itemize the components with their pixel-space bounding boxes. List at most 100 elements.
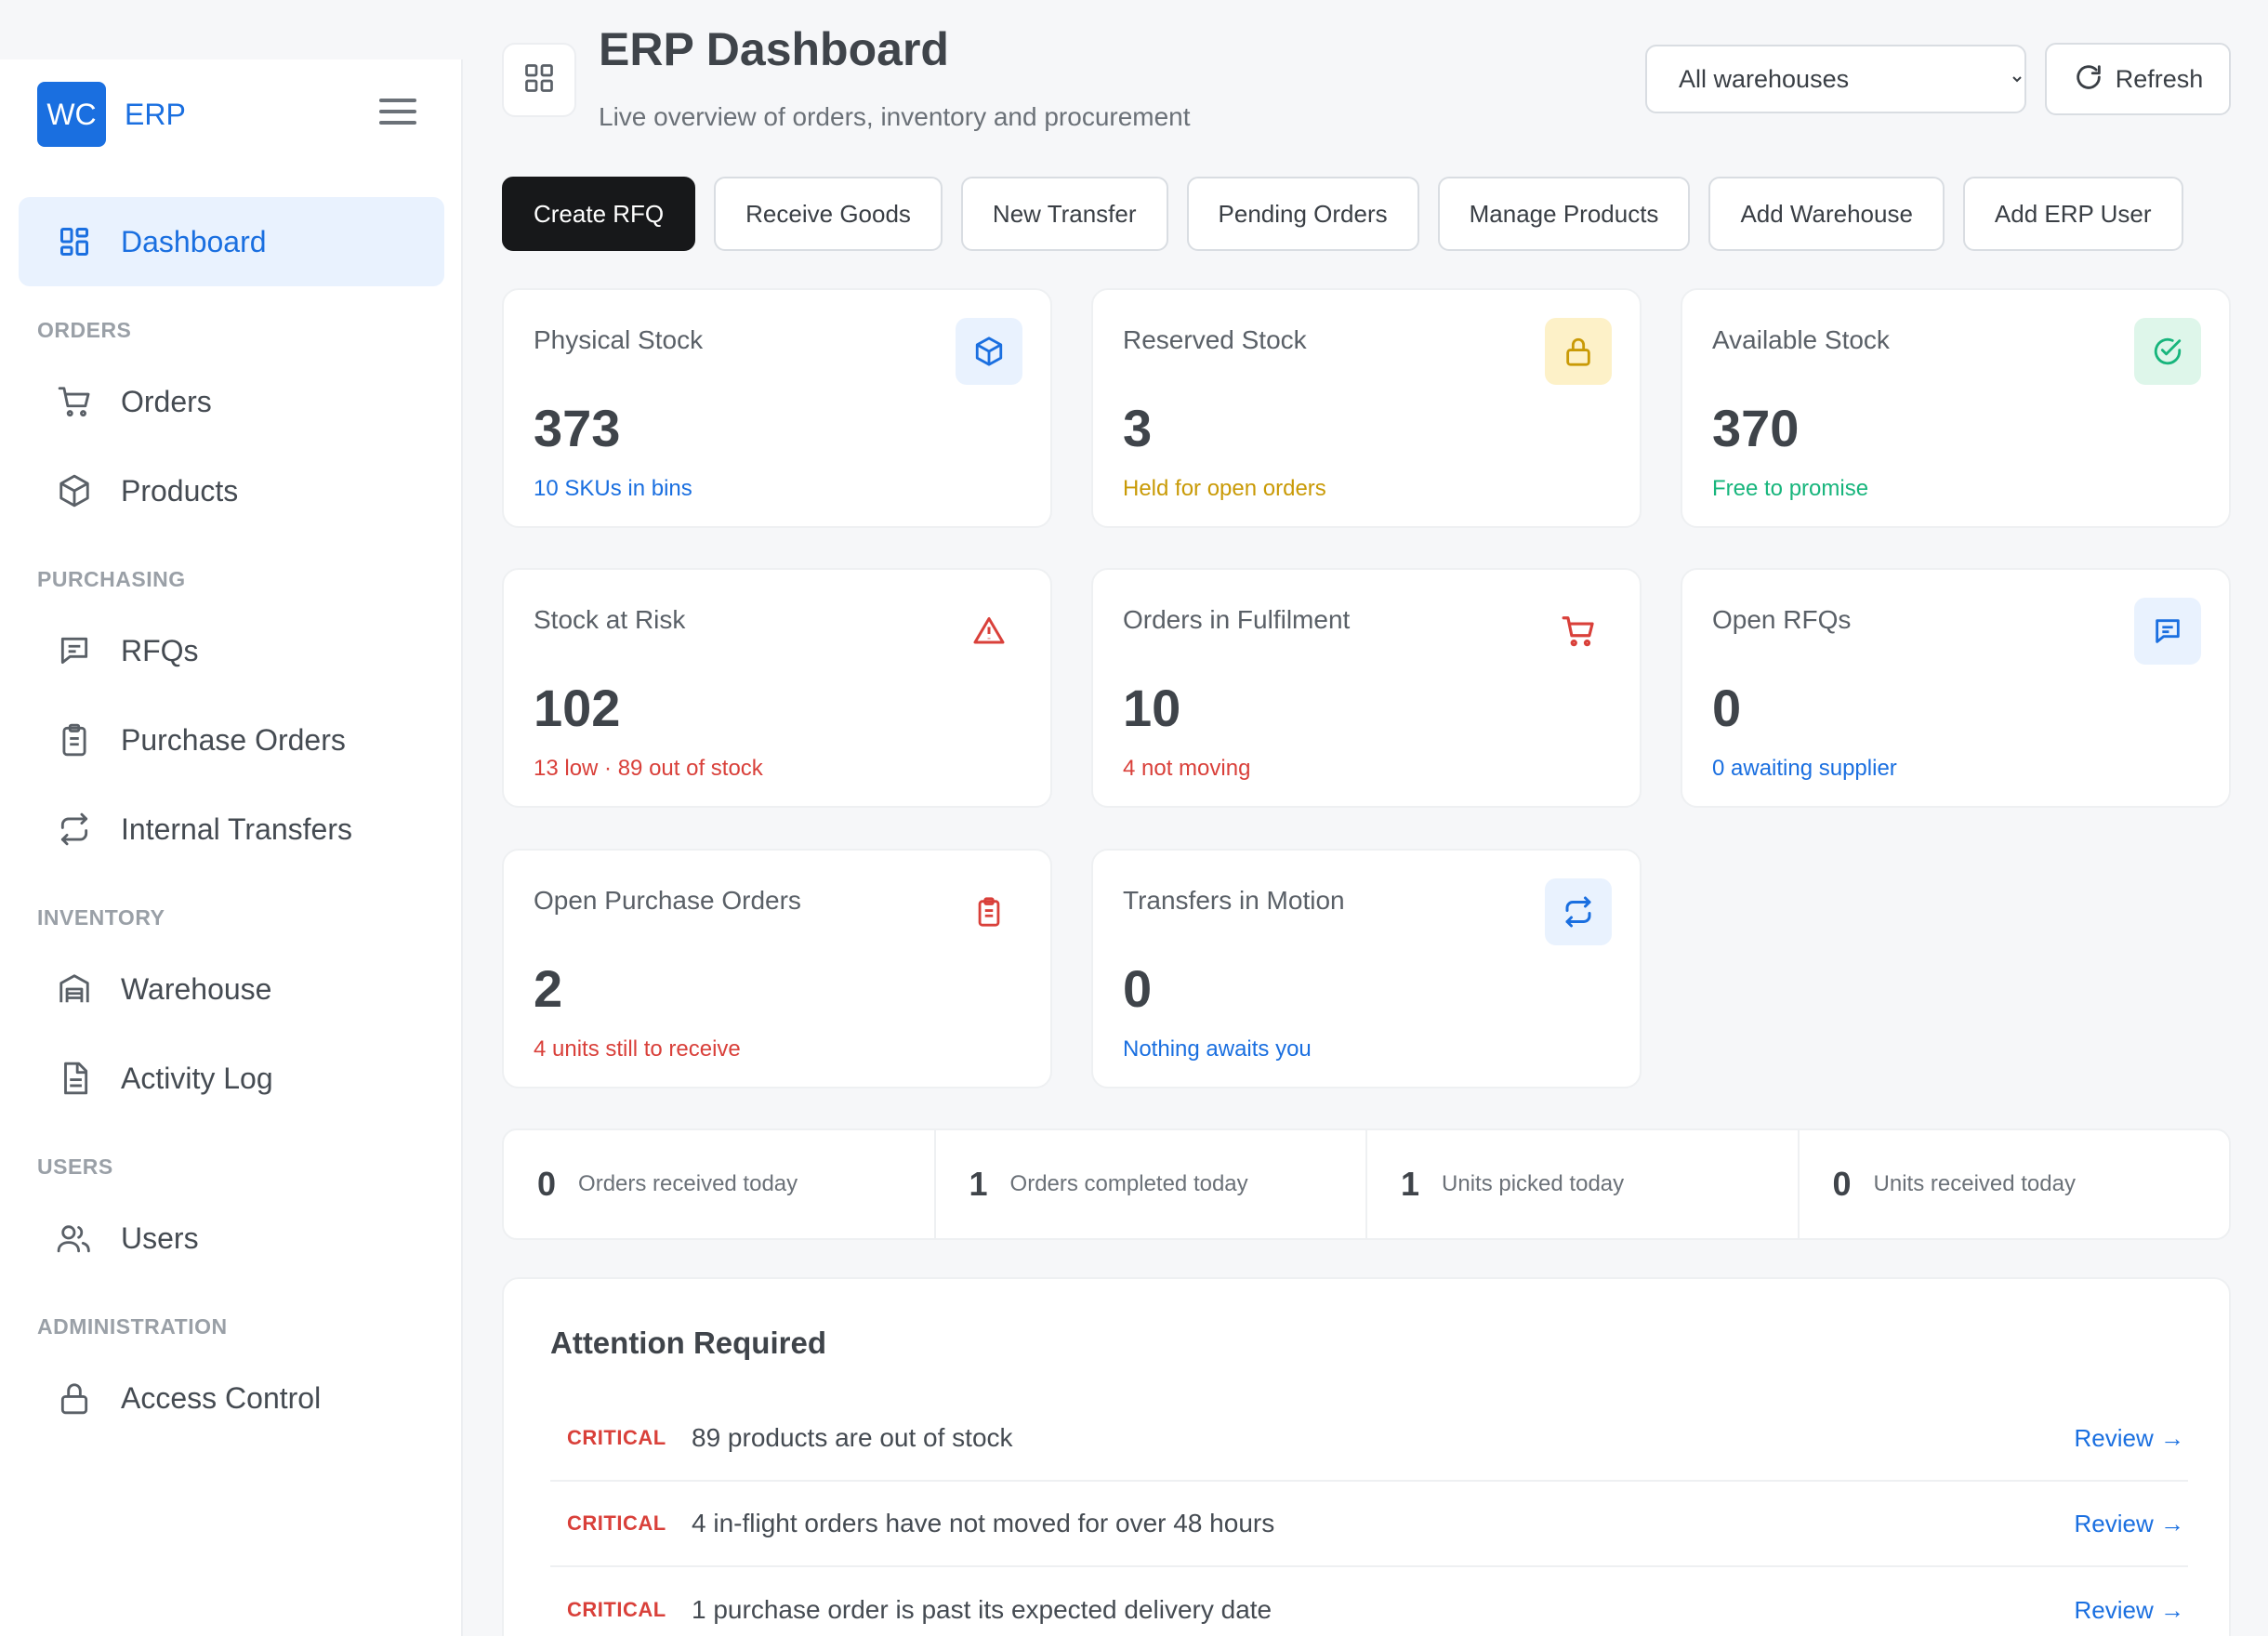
warehouse-icon	[56, 970, 93, 1008]
lock-icon	[1545, 318, 1612, 385]
add-erp-user-button[interactable]: Add ERP User	[1962, 177, 2183, 251]
create-rfq-button[interactable]: Create RFQ	[502, 177, 696, 251]
card-label: Orders in Fulfilment	[1123, 605, 1351, 634]
sidebar-item-products[interactable]: Products	[19, 446, 444, 535]
card-subtext: Nothing awaits you	[1123, 1036, 1312, 1062]
section-administration: ADMINISTRATION	[37, 1314, 228, 1339]
dashboard-icon	[56, 223, 93, 260]
refresh-button[interactable]: Refresh	[2045, 43, 2231, 115]
card-open-purchase-orders[interactable]: Open Purchase Orders 2 4 units still to …	[502, 849, 1052, 1088]
manage-products-button[interactable]: Manage Products	[1437, 177, 1691, 251]
brand[interactable]: WC ERP	[37, 82, 186, 147]
document-icon	[56, 1060, 93, 1097]
check-circle-icon	[2134, 318, 2201, 385]
card-physical-stock[interactable]: Physical Stock 373 10 SKUs in bins	[502, 288, 1052, 528]
card-subtext: 0 awaiting supplier	[1712, 756, 1897, 781]
card-stock-at-risk[interactable]: Stock at Risk 102 13 low · 89 out of sto…	[502, 568, 1052, 808]
warning-icon	[956, 598, 1022, 665]
sidebar-item-internal-transfers[interactable]: Internal Transfers	[19, 785, 444, 874]
attention-message: 89 products are out of stock	[692, 1423, 1013, 1452]
attention-message: 1 purchase order is past its expected de…	[692, 1595, 1272, 1624]
card-transfers-in-motion[interactable]: Transfers in Motion 0 Nothing awaits you	[1091, 849, 1642, 1088]
section-orders: ORDERS	[37, 318, 132, 342]
today-label: Orders received today	[578, 1171, 798, 1196]
card-available-stock[interactable]: Available Stock 370 Free to promise	[1681, 288, 2231, 528]
card-value: 0	[1712, 679, 1742, 737]
add-warehouse-button[interactable]: Add Warehouse	[1708, 177, 1945, 251]
card-value: 373	[534, 399, 621, 457]
card-label: Stock at Risk	[534, 605, 686, 634]
card-subtext: 13 low · 89 out of stock	[534, 756, 763, 781]
severity-badge: CRITICAL	[567, 1426, 666, 1449]
section-inventory: INVENTORY	[37, 905, 165, 930]
clipboard-icon	[956, 878, 1022, 945]
cart-icon	[56, 383, 93, 420]
users-icon	[56, 1220, 93, 1257]
card-subtext: 4 not moving	[1123, 756, 1251, 781]
sidebar-item-label: Internal Transfers	[121, 811, 352, 846]
today-summary: 0 Orders received today 1 Orders complet…	[502, 1128, 2231, 1240]
card-value: 3	[1123, 399, 1153, 457]
today-label: Units received today	[1873, 1171, 2076, 1196]
sidebar-item-label: Dashboard	[121, 224, 267, 258]
warehouse-select[interactable]: All warehouses	[1645, 45, 2026, 113]
today-value: 1	[969, 1165, 988, 1203]
clipboard-icon	[56, 721, 93, 759]
today-orders-received: 0 Orders received today	[504, 1130, 936, 1238]
review-link[interactable]: Review →	[2074, 1595, 2184, 1624]
card-subtext: Free to promise	[1712, 476, 1869, 501]
box-icon	[956, 318, 1022, 385]
sidebar-item-label: RFQs	[121, 633, 199, 667]
page-icon	[502, 43, 576, 117]
attention-row: CRITICAL 1 purchase order is past its ex…	[550, 1567, 2188, 1636]
grid-icon	[522, 61, 556, 99]
card-label: Transfers in Motion	[1123, 886, 1345, 915]
transfer-icon	[56, 811, 93, 848]
sidebar-item-label: Access Control	[121, 1380, 322, 1415]
card-reserved-stock[interactable]: Reserved Stock 3 Held for open orders	[1091, 288, 1642, 528]
card-label: Open RFQs	[1712, 605, 1852, 634]
sidebar-item-rfqs[interactable]: RFQs	[19, 606, 444, 695]
section-users: USERS	[37, 1154, 113, 1179]
cart-icon	[1545, 598, 1612, 665]
today-value: 0	[537, 1165, 557, 1203]
refresh-icon	[2073, 61, 2104, 98]
section-purchasing: PURCHASING	[37, 567, 186, 591]
sidebar-item-label: Warehouse	[121, 971, 272, 1006]
page-title: ERP Dashboard	[599, 23, 949, 75]
sidebar-item-activity-log[interactable]: Activity Log	[19, 1034, 444, 1123]
card-open-rfqs[interactable]: Open RFQs 0 0 awaiting supplier	[1681, 568, 2231, 808]
new-transfer-button[interactable]: New Transfer	[960, 177, 1168, 251]
sidebar-item-access-control[interactable]: Access Control	[19, 1353, 444, 1443]
review-link[interactable]: Review →	[2074, 1509, 2184, 1537]
review-link[interactable]: Review →	[2074, 1423, 2184, 1452]
today-units-picked: 1 Units picked today	[1367, 1130, 1800, 1238]
sidebar-item-purchase-orders[interactable]: Purchase Orders	[19, 695, 444, 785]
sidebar-item-orders[interactable]: Orders	[19, 357, 444, 446]
lock-icon	[56, 1379, 93, 1417]
severity-badge: CRITICAL	[567, 1598, 666, 1621]
card-value: 370	[1712, 399, 1800, 457]
sidebar-item-users[interactable]: Users	[19, 1194, 444, 1283]
card-orders-in-fulfilment[interactable]: Orders in Fulfilment 10 4 not moving	[1091, 568, 1642, 808]
sidebar-item-warehouse[interactable]: Warehouse	[19, 944, 444, 1034]
today-orders-completed: 1 Orders completed today	[936, 1130, 1367, 1238]
card-value: 102	[534, 679, 621, 737]
card-subtext: Held for open orders	[1123, 476, 1326, 501]
chat-icon	[56, 632, 93, 669]
refresh-label: Refresh	[2115, 64, 2204, 93]
pending-orders-button[interactable]: Pending Orders	[1186, 177, 1419, 251]
brand-name: ERP	[125, 97, 186, 131]
attention-row: CRITICAL 89 products are out of stock Re…	[550, 1396, 2188, 1482]
sidebar-item-label: Orders	[121, 384, 212, 418]
receive-goods-button[interactable]: Receive Goods	[714, 177, 943, 251]
chat-icon	[2134, 598, 2201, 665]
hamburger-menu-icon[interactable]	[379, 99, 416, 132]
card-label: Reserved Stock	[1123, 325, 1307, 354]
card-subtext: 10 SKUs in bins	[534, 476, 692, 501]
sidebar-item-label: Products	[121, 473, 239, 508]
attention-message: 4 in-flight orders have not moved for ov…	[692, 1509, 1275, 1537]
sidebar-item-label: Activity Log	[121, 1061, 273, 1095]
sidebar-item-dashboard[interactable]: Dashboard	[19, 197, 444, 286]
attention-panel: Attention Required CRITICAL 89 products …	[502, 1277, 2231, 1636]
